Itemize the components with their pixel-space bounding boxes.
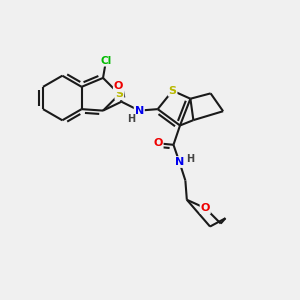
Text: H: H [127,114,135,124]
Text: O: O [201,203,210,213]
Text: S: S [116,89,123,99]
Text: N: N [175,157,184,167]
Text: O: O [153,138,163,148]
Text: H: H [186,154,194,164]
Text: Cl: Cl [100,56,112,66]
Text: N: N [135,106,144,116]
Text: O: O [114,81,123,91]
Text: S: S [169,86,177,96]
